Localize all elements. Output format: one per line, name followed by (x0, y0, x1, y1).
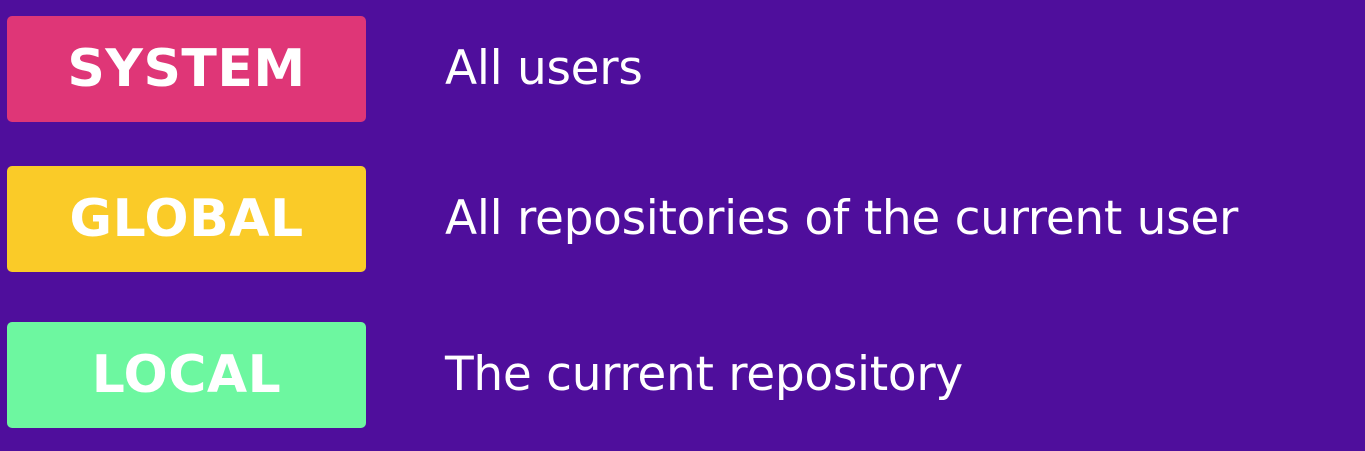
level-row-local: LOCAL The current repository (0, 322, 1365, 428)
global-badge: GLOBAL (7, 166, 366, 272)
level-row-system: SYSTEM All users (0, 16, 1365, 122)
system-badge-label: SYSTEM (67, 39, 306, 99)
local-description: The current repository (445, 347, 963, 402)
global-badge-label: GLOBAL (69, 189, 304, 249)
local-badge-label: LOCAL (91, 345, 282, 405)
level-row-global: GLOBAL All repositories of the current u… (0, 166, 1365, 272)
local-badge: LOCAL (7, 322, 366, 428)
system-description: All users (445, 41, 643, 96)
system-badge: SYSTEM (7, 16, 366, 122)
global-description: All repositories of the current user (445, 191, 1238, 246)
